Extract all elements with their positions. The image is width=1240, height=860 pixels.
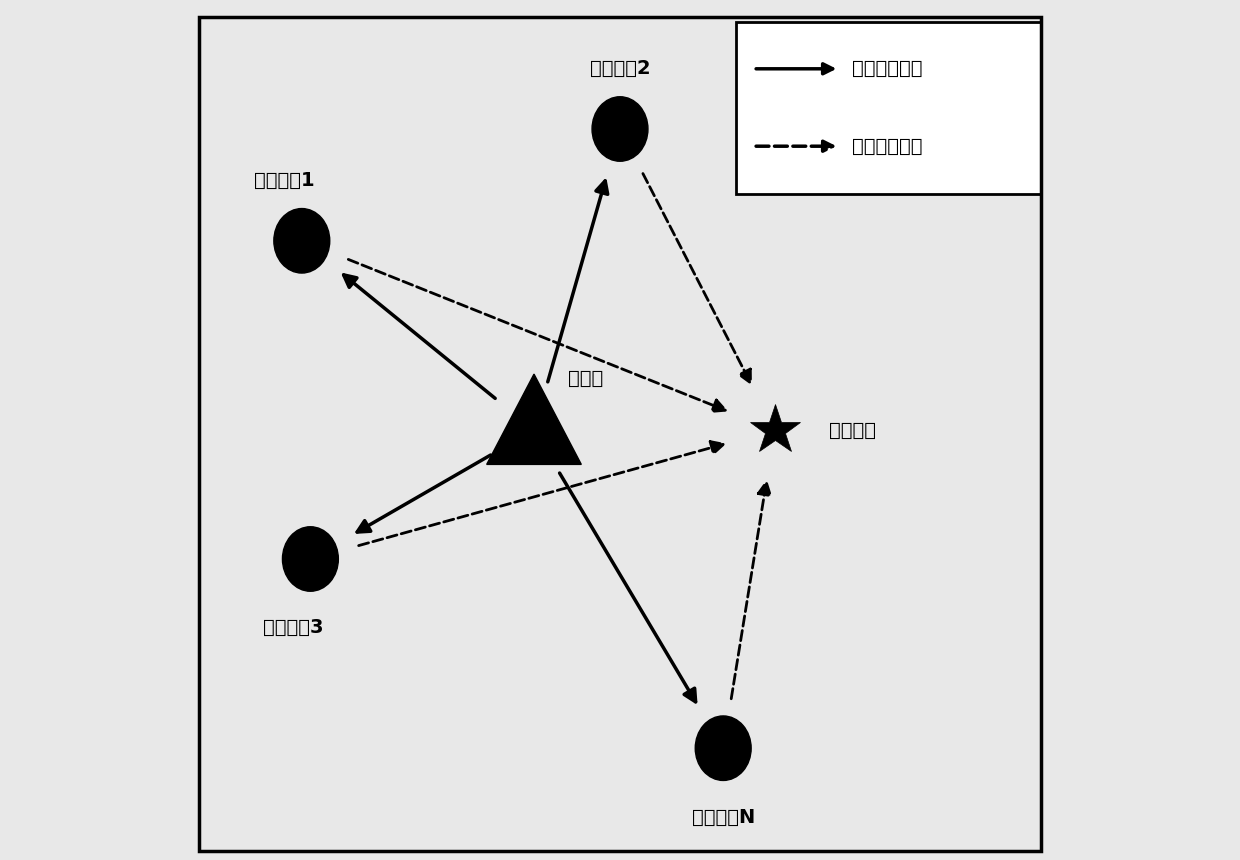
Text: 检测节点3: 检测节点3 — [263, 618, 324, 637]
Ellipse shape — [696, 716, 751, 781]
Polygon shape — [486, 374, 582, 464]
Text: 代表监测信息: 代表监测信息 — [852, 137, 923, 156]
Text: 检测节点2: 检测节点2 — [590, 59, 650, 78]
Ellipse shape — [274, 209, 330, 273]
Text: 检测节点1: 检测节点1 — [254, 171, 315, 190]
Text: 检测节点N: 检测节点N — [692, 808, 755, 826]
Text: 中心节点: 中心节点 — [828, 421, 875, 439]
Bar — [737, 22, 1042, 194]
Text: 干扰源: 干扰源 — [568, 369, 603, 388]
Ellipse shape — [591, 97, 649, 162]
Ellipse shape — [283, 526, 339, 592]
Text: 代表干扰信号: 代表干扰信号 — [852, 59, 923, 78]
